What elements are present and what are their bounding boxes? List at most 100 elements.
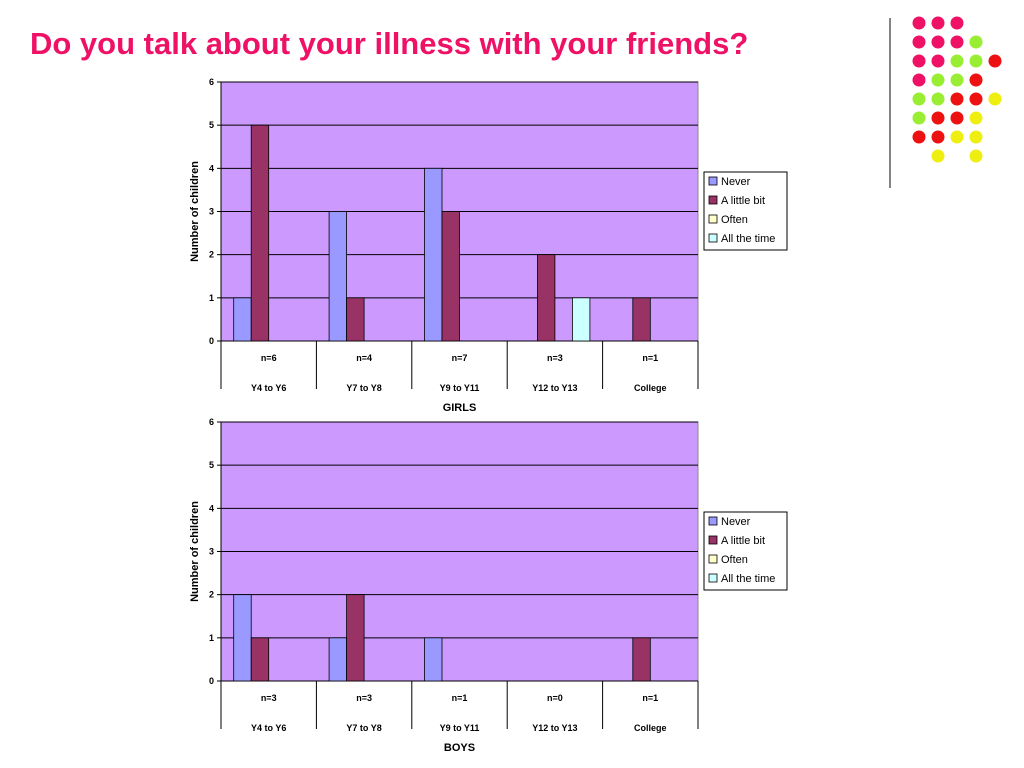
legend-label: A little bit <box>721 195 765 207</box>
bar-never <box>233 297 252 342</box>
bar-never <box>328 211 348 342</box>
sample-size-label: n=1 <box>452 693 468 703</box>
y-tick-label: 6 <box>209 77 214 87</box>
y-tick-label: 5 <box>209 460 214 470</box>
decorative-dot <box>931 35 945 49</box>
sample-size-label: n=6 <box>261 353 277 363</box>
bar-a-little-bit <box>250 637 270 682</box>
legend-swatch <box>708 516 718 526</box>
legend-box <box>703 511 788 591</box>
decorative-dot <box>912 130 926 144</box>
y-axis-label: Number of children <box>189 161 201 262</box>
bar-never <box>328 637 348 682</box>
decorative-dot <box>912 35 926 49</box>
decorative-dot <box>950 92 964 106</box>
decorative-dot <box>931 73 945 87</box>
legend-swatch <box>708 573 718 583</box>
decorative-dot <box>950 130 964 144</box>
sample-size-label: n=1 <box>642 693 658 703</box>
bar-a-little-bit <box>346 594 365 682</box>
bar-a-little-bit <box>346 297 365 342</box>
boys-chart: 0 1 2 3 4 5 6 Number of children n=3 Y4 to Y6 n=3 Y… <box>189 417 788 754</box>
x-axis-label: BOYS <box>444 742 475 754</box>
x-axis-label: GIRLS <box>443 402 477 414</box>
category-label: College <box>634 723 667 733</box>
decorative-dot <box>931 130 945 144</box>
legend-swatch <box>708 195 718 205</box>
category-label: Y9 to Y11 <box>440 723 480 733</box>
legend-swatch <box>708 176 718 186</box>
decorative-dot <box>931 54 945 68</box>
y-tick-label: 3 <box>209 207 214 217</box>
bar-never <box>233 594 252 682</box>
decorative-dot <box>931 111 945 125</box>
bar-a-little-bit <box>441 211 460 342</box>
legend: Never A little bit Often All the time <box>703 511 788 591</box>
y-tick-label: 1 <box>209 293 214 303</box>
decorative-dot <box>912 54 926 68</box>
sample-size-label: n=3 <box>261 693 277 703</box>
decorative-dot <box>912 16 926 30</box>
sample-size-label: n=1 <box>642 353 658 363</box>
sample-size-label: n=3 <box>356 693 372 703</box>
y-tick-label: 5 <box>209 120 214 130</box>
y-tick-label: 4 <box>209 503 214 513</box>
sample-size-label: n=0 <box>547 693 563 703</box>
bar-all-the-time <box>571 297 591 342</box>
decorative-dot <box>988 92 1002 106</box>
legend-box <box>703 171 788 251</box>
legend-swatch <box>708 554 718 564</box>
legend-swatch <box>708 233 718 243</box>
category-label: Y4 to Y6 <box>251 723 286 733</box>
legend: Never A little bit Often All the time <box>703 171 788 251</box>
legend-label: A little bit <box>721 535 765 547</box>
decorative-dot <box>931 92 945 106</box>
y-tick-label: 4 <box>209 163 214 173</box>
sample-size-label: n=7 <box>452 353 468 363</box>
legend-label: All the time <box>721 573 775 585</box>
decorative-dot <box>969 54 983 68</box>
decorative-dot <box>969 130 983 144</box>
y-tick-label: 1 <box>209 633 214 643</box>
y-tick-label: 0 <box>209 676 214 686</box>
decorative-dot <box>950 111 964 125</box>
decorative-dot-grid <box>889 16 1002 188</box>
y-axis-label: Number of children <box>189 501 201 602</box>
y-tick-label: 2 <box>209 250 214 260</box>
bar-a-little-bit <box>250 124 270 342</box>
decorative-dot <box>969 35 983 49</box>
decorative-dot <box>950 73 964 87</box>
bar-a-little-bit <box>536 254 556 342</box>
decorative-dot <box>950 16 964 30</box>
category-label: Y7 to Y8 <box>346 723 381 733</box>
y-tick-label: 3 <box>209 547 214 557</box>
decorative-dot <box>931 149 945 163</box>
decorative-dot <box>969 111 983 125</box>
legend-swatch <box>708 535 718 545</box>
category-label: Y9 to Y11 <box>440 383 480 393</box>
legend-swatch <box>708 214 718 224</box>
sample-size-label: n=4 <box>356 353 372 363</box>
sample-size-label: n=3 <box>547 353 563 363</box>
bar-a-little-bit <box>632 637 651 682</box>
slide-title: Do you talk about your illness with your… <box>30 26 749 61</box>
decorative-dot <box>969 73 983 87</box>
legend-label: Never <box>721 176 751 188</box>
legend-label: All the time <box>721 233 775 245</box>
y-tick-label: 6 <box>209 417 214 427</box>
decorative-dot <box>950 35 964 49</box>
category-label: Y7 to Y8 <box>346 383 381 393</box>
bar-never <box>424 637 443 682</box>
decorative-dot <box>950 54 964 68</box>
decorative-dot <box>912 73 926 87</box>
bar-never <box>424 167 443 342</box>
category-label: College <box>634 383 667 393</box>
decorative-dot <box>988 54 1002 68</box>
legend-label: Often <box>721 214 748 226</box>
legend-label: Never <box>721 516 751 528</box>
category-label: Y4 to Y6 <box>251 383 286 393</box>
category-label: Y12 to Y13 <box>532 383 577 393</box>
decorative-dot <box>931 16 945 30</box>
bar-a-little-bit <box>632 297 651 342</box>
decorative-dot <box>969 92 983 106</box>
